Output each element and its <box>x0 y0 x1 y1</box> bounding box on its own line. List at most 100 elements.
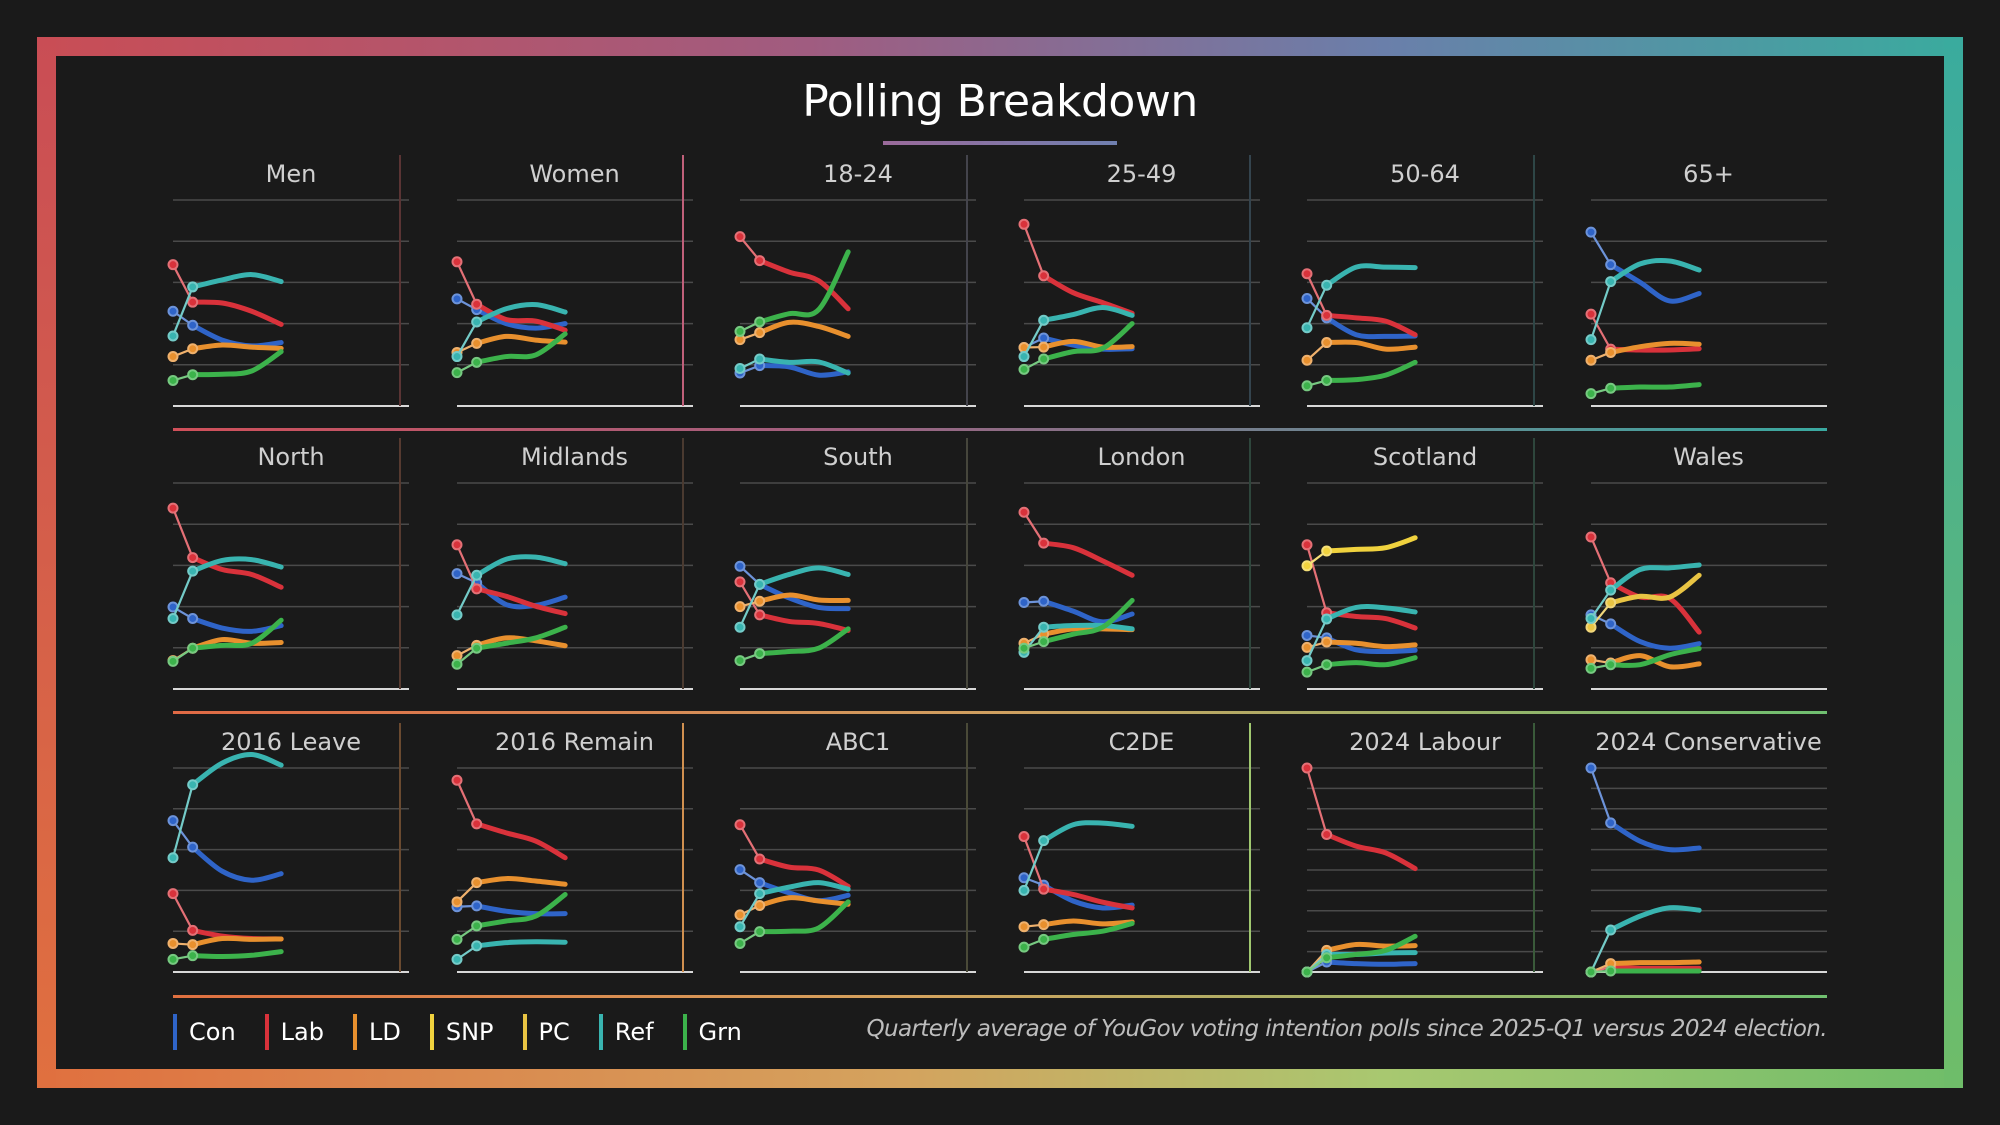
q1-point <box>470 940 482 952</box>
quarterly-trend-line <box>1607 562 1702 593</box>
quarterly-trend-line <box>190 935 284 948</box>
q1-point <box>754 595 766 607</box>
panel-separator <box>398 155 401 406</box>
series-ld <box>734 319 851 346</box>
election-point <box>1585 308 1596 320</box>
quarterly-trend-line <box>190 342 284 352</box>
election-change-segment <box>171 570 194 619</box>
series-con <box>1585 762 1702 853</box>
quarterly-trend-line <box>757 258 851 312</box>
legend-swatch <box>352 1014 357 1050</box>
quarterly-trend-line <box>1040 622 1135 632</box>
panel-title: Midlands <box>521 443 628 471</box>
quarterly-trend-line <box>473 903 568 917</box>
quarterly-trend-line <box>757 626 851 657</box>
q1-point <box>754 853 766 865</box>
legend-label: Con <box>189 1018 236 1046</box>
q1-point <box>470 642 482 654</box>
q1-point <box>1321 659 1333 671</box>
election-point <box>1018 506 1029 518</box>
series-ref <box>1018 621 1135 658</box>
q1-point <box>1037 919 1049 931</box>
election-point <box>1018 921 1029 933</box>
q1-point <box>470 920 482 932</box>
election-point <box>1585 531 1596 543</box>
election-point <box>167 305 179 317</box>
election-point <box>167 888 179 900</box>
legend-item-snp: SNP <box>429 1014 494 1050</box>
election-point <box>1018 831 1029 843</box>
election-point <box>451 658 462 670</box>
frame-border-right <box>1944 37 1963 1088</box>
quarterly-trend-line <box>473 331 568 365</box>
panel-title: 2016 Remain <box>494 728 655 756</box>
quarterly-trend-line <box>757 363 851 378</box>
election-point <box>167 351 179 363</box>
row-divider <box>173 711 1827 714</box>
election-point <box>1301 292 1313 304</box>
panel-chart-25-49 <box>1018 199 1260 407</box>
legend-item-ld: LD <box>352 1014 401 1050</box>
panel-title: Women <box>529 160 620 188</box>
election-point <box>1585 966 1596 978</box>
election-point <box>734 937 746 949</box>
quarterly-trend-line <box>757 856 851 889</box>
q1-point <box>1037 332 1049 344</box>
quarterly-trend-line <box>1324 315 1418 340</box>
election-change-segment <box>455 261 478 305</box>
election-change-segment <box>1022 223 1045 277</box>
quarterly-trend-line <box>190 322 284 349</box>
panel-chart-50-64 <box>1301 199 1543 407</box>
q1-point <box>1037 353 1049 365</box>
panel-separator <box>1249 155 1251 406</box>
q1-point <box>1604 382 1616 394</box>
series-lab <box>1585 531 1702 635</box>
quarterly-trend-line <box>1040 918 1135 928</box>
quarterly-trend-line <box>473 301 568 333</box>
election-point <box>167 374 179 386</box>
series-ref <box>167 272 284 342</box>
series-grn <box>167 949 284 965</box>
quarterly-trend-line <box>1607 621 1702 651</box>
election-point <box>1301 560 1313 572</box>
election-point <box>1585 654 1596 666</box>
election-change-segment <box>1022 511 1045 544</box>
election-point <box>167 259 179 271</box>
panel-chart-scotland <box>1301 482 1543 690</box>
election-change-segment <box>1022 840 1045 891</box>
election-point <box>734 560 746 572</box>
series-ref <box>1585 905 1702 978</box>
election-point <box>734 325 746 337</box>
panel-chart-c2de <box>1018 767 1260 973</box>
series-lab <box>1018 506 1135 578</box>
q1-point <box>1037 270 1049 282</box>
series-grn <box>1018 321 1135 375</box>
q1-point <box>754 648 766 660</box>
quarterly-trend-line <box>473 624 568 651</box>
series-grn <box>1585 382 1702 400</box>
series-ld <box>1585 340 1702 366</box>
election-point <box>1585 613 1596 625</box>
election-point <box>1018 218 1029 230</box>
election-change-segment <box>1589 536 1612 584</box>
panel-separator <box>682 155 684 406</box>
q1-point <box>1321 279 1333 291</box>
election-point <box>451 774 462 786</box>
series-lab <box>451 774 568 861</box>
panel-title: Men <box>265 160 317 188</box>
series-grn <box>1301 933 1418 978</box>
election-change-segment <box>172 893 194 931</box>
q1-point <box>470 900 482 912</box>
panel-separator <box>1532 723 1535 972</box>
quarterly-trend-line <box>190 299 284 327</box>
q1-point <box>1037 341 1049 353</box>
election-point <box>1301 322 1313 334</box>
legend-item-lab: Lab <box>264 1014 324 1050</box>
legend-label: PC <box>538 1018 570 1046</box>
election-change-segment <box>739 893 761 928</box>
quarterly-trend-line <box>1324 312 1418 338</box>
series-con <box>167 305 284 349</box>
series-lab <box>1018 831 1135 911</box>
legend-divider <box>173 995 1827 998</box>
series-lab <box>1301 268 1418 338</box>
